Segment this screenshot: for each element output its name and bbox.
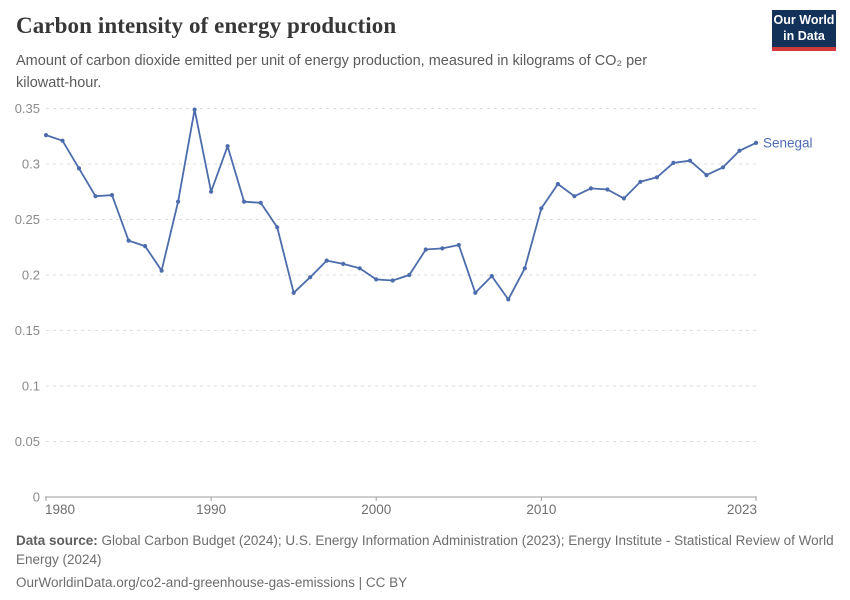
- data-point: [605, 187, 610, 192]
- data-point: [60, 138, 65, 143]
- owid-url-link[interactable]: OurWorldinData.org/co2-and-greenhouse-ga…: [16, 575, 355, 591]
- y-axis-tick-label: 0.25: [15, 212, 40, 227]
- data-point: [93, 194, 98, 199]
- data-point: [242, 199, 247, 204]
- x-axis-tick-label: 2023: [727, 502, 757, 517]
- data-point: [109, 193, 115, 198]
- data-point: [588, 186, 594, 191]
- data-point: [324, 258, 329, 263]
- data-point: [258, 200, 263, 205]
- data-point: [275, 225, 280, 230]
- data-source-line: Data source: Global Carbon Budget (2024)…: [16, 531, 834, 569]
- data-point: [423, 247, 428, 252]
- x-axis-tick-label: 1980: [45, 502, 75, 517]
- data-point: [456, 242, 461, 248]
- x-axis-tick-label: 1990: [196, 502, 226, 517]
- x-axis-tick-label: 2000: [361, 502, 391, 517]
- owid-logo-line2: in Data: [783, 28, 825, 43]
- data-point: [473, 290, 478, 295]
- y-axis-tick-label: 0.15: [15, 323, 40, 338]
- data-point: [555, 181, 561, 187]
- data-point: [572, 194, 577, 199]
- data-point: [341, 261, 346, 266]
- data-point: [176, 199, 181, 204]
- data-point: [308, 275, 313, 280]
- data-point: [374, 277, 379, 282]
- x-axis-tick-label: 2010: [526, 502, 556, 517]
- data-point: [671, 160, 676, 165]
- data-point: [687, 158, 693, 163]
- y-axis-tick-label: 0: [33, 490, 40, 505]
- data-point: [539, 206, 544, 211]
- data-point: [440, 246, 445, 251]
- chart-subtitle: Amount of carbon dioxide emitted per uni…: [16, 53, 648, 91]
- data-point: [489, 274, 494, 279]
- data-point: [143, 244, 148, 249]
- chart-footer: Data source: Global Carbon Budget (2024)…: [16, 531, 834, 592]
- y-axis-tick-label: 0.2: [22, 268, 40, 283]
- data-point: [76, 166, 82, 171]
- data-point: [704, 173, 709, 178]
- data-point: [43, 133, 49, 138]
- data-point: [638, 179, 643, 184]
- y-axis-tick-label: 0.3: [22, 157, 40, 172]
- owid-logo-line1: Our World: [773, 12, 835, 27]
- data-point: [159, 268, 164, 273]
- data-point: [357, 266, 362, 271]
- data-point: [522, 266, 527, 271]
- data-point: [654, 175, 660, 180]
- page-title: Carbon intensity of energy production: [16, 13, 397, 38]
- data-point: [209, 189, 214, 194]
- data-point: [753, 140, 759, 145]
- series-label-senegal: Senegal: [763, 135, 813, 150]
- data-source-label: Data source:: [16, 533, 98, 548]
- data-point: [126, 238, 131, 243]
- line-chart: 0 0.05 0.1 0.15 0.2 0.25 0.3 0.35 1980 1990 2000 20…: [15, 101, 813, 517]
- data-point: [720, 165, 726, 170]
- data-point: [291, 290, 296, 295]
- data-point: [737, 148, 742, 153]
- data-point: [506, 297, 511, 302]
- data-point: [390, 278, 395, 283]
- data-source-text: Global Carbon Budget (2024); U.S. Energy…: [16, 533, 834, 568]
- y-axis-tick-label: 0.05: [15, 434, 40, 449]
- data-point: [407, 272, 412, 278]
- data-point: [621, 196, 627, 201]
- y-axis-tick-label: 0.35: [15, 101, 40, 116]
- y-axis-tick-label: 0.1: [22, 379, 40, 394]
- license-line: OurWorldinData.org/co2-and-greenhouse-ga…: [16, 573, 834, 592]
- license-text: | CC BY: [354, 575, 408, 591]
- data-point: [225, 144, 230, 149]
- series-line-senegal: [45, 108, 757, 301]
- data-point: [192, 107, 197, 112]
- owid-logo: Our World in Data: [772, 10, 836, 51]
